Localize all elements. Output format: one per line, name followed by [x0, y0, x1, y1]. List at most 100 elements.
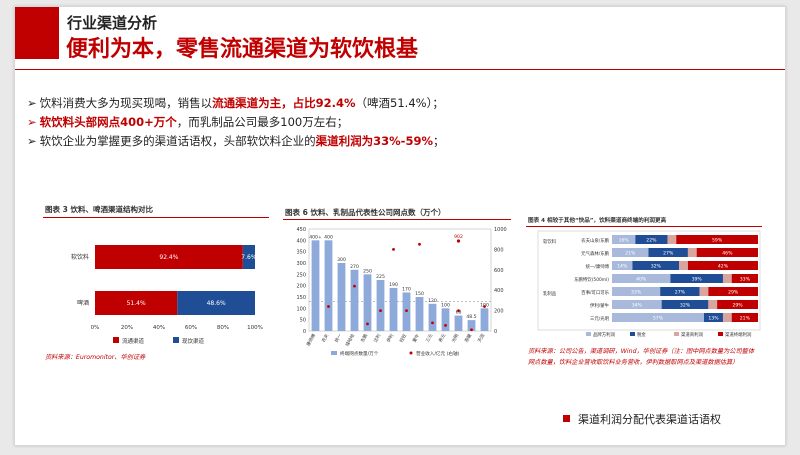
- fig4-bar-segment: [632, 261, 680, 270]
- fig4-category-label: 元气森林/东鹏: [581, 250, 609, 257]
- fig6-y-tick: 200: [296, 284, 306, 290]
- fig6-y2-tick: 600: [494, 268, 504, 274]
- fig4-bar-segment: [612, 261, 633, 270]
- bullet-2-highlight: 软饮料头部网点400+万个: [39, 115, 177, 129]
- fig6-x-tick: 东鹏: [359, 332, 370, 344]
- fig6-bar: [337, 263, 346, 331]
- fig6-y-tick: 300: [296, 261, 306, 267]
- fig6-bar: [311, 240, 320, 331]
- fig4-bar-segment: [708, 300, 718, 309]
- square-bullet-icon: [563, 415, 570, 422]
- fig3-data-label: 48.6%: [207, 300, 226, 307]
- fig4-bar-segment: [731, 274, 758, 283]
- fig6-x-tick: 燕塘: [463, 332, 474, 344]
- fig6-legend-swatch: [331, 351, 337, 355]
- fig3-bar-segment: [242, 245, 255, 269]
- fig6-legend-swatch: [409, 351, 413, 355]
- fig3-bar-segment: [95, 291, 178, 315]
- fig6-revenue-point: [483, 305, 486, 308]
- fig6-bar: [428, 303, 437, 331]
- fig3-tick-label: 20%: [121, 325, 133, 331]
- fig6-bar-label: 400+: [309, 234, 322, 240]
- fig6-y-tick: 150: [296, 295, 306, 301]
- fig4-category-label: 伊利/蒙牛: [590, 302, 610, 309]
- fig4-data-label: 57%: [653, 316, 664, 322]
- fig4-bar-segment: [687, 261, 758, 270]
- fig6-bar-label: 225: [376, 274, 385, 280]
- fig6-bar: [441, 308, 450, 331]
- fig4-bar-segment: [670, 274, 723, 283]
- fig4-bar-segment: [667, 235, 677, 244]
- fig6-y-tick: 450: [296, 227, 306, 233]
- fig4-bar-segment: [731, 313, 758, 322]
- fig4-data-label: 29%: [732, 303, 743, 309]
- fig3-data-label: 7.6%: [241, 254, 257, 261]
- fig6-y2-tick: 1000: [494, 227, 507, 233]
- fig4-bar-segment: [648, 248, 688, 257]
- slide-title: 便利为本，零售流通渠道为软饮根基: [66, 37, 419, 62]
- bullet-1-post: （啤酒51.4%）；: [355, 96, 444, 110]
- fig6-caption: 图表 6 饮料、乳制品代表性公司网点数（万个）: [285, 208, 446, 217]
- fig3-data-label: 92.4%: [159, 254, 178, 261]
- fig4-caption: 图表 4 相较于其他“快品”，饮料渠道商终端的利润更高: [528, 218, 667, 224]
- fig6-bar: [467, 320, 476, 331]
- fig4-bar-segment: [703, 313, 723, 322]
- fig6-bar-label: 400: [324, 234, 333, 240]
- fig6-revenue-point: [418, 242, 421, 246]
- fig6-y-tick: 0: [303, 329, 306, 335]
- fig6-x-tick: 三元: [425, 332, 435, 343]
- bullet-3-highlight: 渠道利润为33%-59%: [315, 134, 433, 148]
- fig6-bar: [376, 280, 385, 331]
- fig6-y-tick: 50: [300, 318, 306, 324]
- bullet-3-pre: 软饮企业为掌握更多的渠道话语权，头部软饮料企业的: [39, 134, 316, 148]
- fig4-category-label: 百事/可口可乐: [581, 289, 609, 296]
- fig6-bar-label: 250: [363, 268, 372, 274]
- fig4-table-frame: [537, 230, 761, 331]
- fig4-bar-segment: [722, 313, 732, 322]
- fig6-revenue-point: [379, 309, 382, 312]
- fig6-x-tick: 养元: [437, 332, 448, 344]
- fig4-bar-segment: [612, 287, 661, 296]
- fig6-bar: [454, 315, 463, 331]
- fig6-bar-label: 170: [402, 286, 411, 292]
- fig6-outlier-label: 902: [454, 234, 463, 240]
- fig3-category-label: 软饮料: [71, 253, 89, 261]
- fig6-plot-area: [308, 228, 492, 332]
- fig6-legend-label: 营业收入/亿元 (右轴): [416, 350, 460, 357]
- fig6-bar-label: 150: [415, 291, 424, 297]
- fig4-bar-segment: [708, 287, 758, 296]
- fig3-data-label: 51.4%: [127, 300, 146, 307]
- fig4-chart: 软饮料 农夫山泉/东鹏 16% 22% 59% 元气森林/东鹏 21% 27% 46% 统一/康师…: [537, 230, 761, 338]
- fig4-data-label: 21%: [625, 251, 636, 257]
- fig4-legend-label: 渠道终端利润: [725, 331, 752, 338]
- fig4-bar-segment: [679, 261, 688, 270]
- fig6-y2-tick: 800: [494, 247, 504, 253]
- arrow-icon: ➢: [27, 115, 37, 129]
- fig6-bar: [324, 240, 333, 331]
- fig4-bar-segment: [661, 300, 709, 309]
- fig4-data-label: 21%: [740, 316, 751, 322]
- fig6-bar: [480, 308, 489, 331]
- fig6-y-tick: 250: [296, 272, 306, 278]
- fig3-legend-label: 流通渠道: [122, 337, 145, 345]
- fig6-y-tick: 400: [296, 238, 306, 244]
- bullet-2-post: ，而乳制品公司最多100万左右；: [176, 115, 349, 129]
- fig4-bar-segment: [696, 248, 758, 257]
- arrow-icon: ➢: [27, 96, 37, 110]
- fig3-chart: 软饮料 92.4% 7.6% 啤酒 51.4% 48.6% 0% 20% 40% 60% 80% 10…: [43, 221, 269, 351]
- fig4-bar-segment: [660, 287, 700, 296]
- fig6-bar-label: 270: [350, 264, 359, 270]
- fig4-bar-segment: [676, 235, 758, 244]
- fig4-bar-segment: [612, 274, 671, 283]
- fig4-data-label: 34%: [632, 303, 643, 309]
- fig3-source: 资料来源：Euromonitor、华创证券: [45, 354, 146, 361]
- fig4-group-label: 乳制品: [543, 290, 557, 297]
- fig4-bar-segment: [717, 300, 758, 309]
- fig4-data-label: 32%: [651, 264, 662, 270]
- fig4-bar-segment: [635, 235, 668, 244]
- fig6-revenue-point: [353, 284, 356, 288]
- fig6-x-tick: 达利: [372, 333, 382, 344]
- bullet-3-post: ；: [432, 134, 445, 148]
- takeaway-text: 渠道利润分配代表渠道话语权: [578, 413, 721, 426]
- fig6-y2-tick: 400: [494, 288, 504, 294]
